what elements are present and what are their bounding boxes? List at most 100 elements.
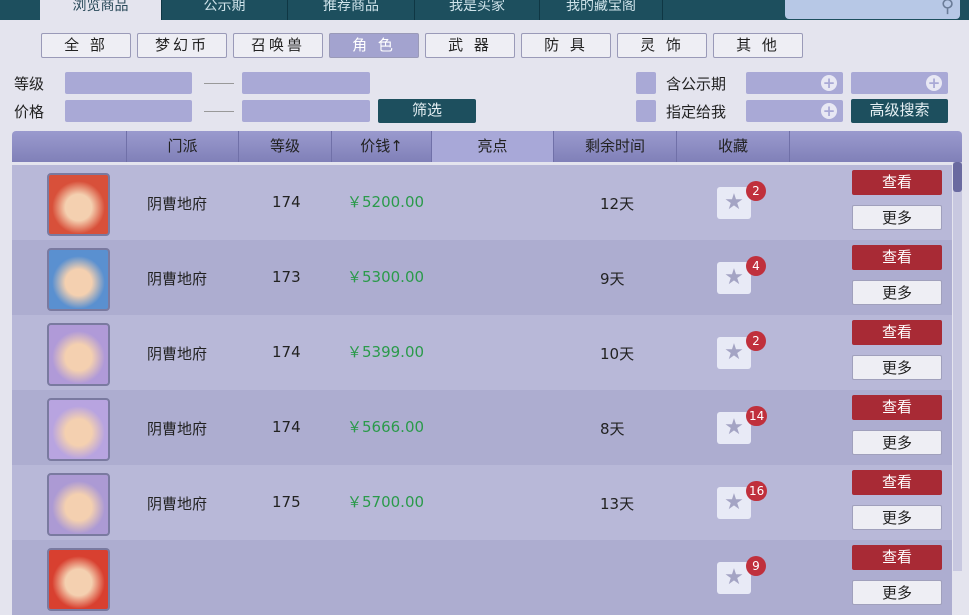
- level-max-input[interactable]: [242, 72, 370, 94]
- category-button-5[interactable]: 防 具: [521, 33, 611, 58]
- column-header-2[interactable]: 价钱↑: [331, 131, 431, 162]
- price-cell: ￥5700.00: [347, 493, 425, 511]
- tab-4[interactable]: 我的藏宝阁: [540, 0, 663, 20]
- column-header-0[interactable]: 门派: [126, 131, 238, 162]
- table-row[interactable]: ★ 9 查看 更多: [12, 540, 952, 615]
- character-avatar[interactable]: [47, 248, 110, 311]
- assigned-select[interactable]: +: [746, 100, 843, 122]
- price-cell: ￥5200.00: [347, 193, 425, 211]
- price-cell: ￥5300.00: [347, 268, 425, 286]
- tab-0[interactable]: 浏览商品: [40, 0, 162, 20]
- top-tab-bar: [0, 0, 969, 20]
- time-cell: 10天: [600, 345, 635, 363]
- tab-2[interactable]: 推荐商品: [288, 0, 415, 20]
- level-cell: 174: [272, 193, 301, 211]
- sect-cell: 阴曹地府: [147, 270, 208, 288]
- favorite-star-icon[interactable]: ★: [717, 412, 751, 444]
- column-header-4[interactable]: 剩余时间: [553, 131, 676, 162]
- category-button-4[interactable]: 武 器: [425, 33, 515, 58]
- table-row[interactable]: 阴曹地府 174 ￥5200.00 12天 ★ 2 查看更多: [12, 165, 952, 240]
- category-button-6[interactable]: 灵 饰: [617, 33, 707, 58]
- favorite-star-icon[interactable]: ★: [717, 262, 751, 294]
- column-header-1[interactable]: 等级: [238, 131, 331, 162]
- price-cell: ￥5666.00: [347, 418, 425, 436]
- category-button-2[interactable]: 召唤兽: [233, 33, 323, 58]
- search-box[interactable]: ⚲: [785, 0, 960, 19]
- character-avatar[interactable]: [47, 323, 110, 386]
- category-button-7[interactable]: 其 他: [713, 33, 803, 58]
- include-public-label: 含公示期: [666, 75, 727, 93]
- more-button[interactable]: 更多: [852, 580, 942, 605]
- view-button[interactable]: 查看: [852, 245, 942, 270]
- view-button[interactable]: 查看: [852, 320, 942, 345]
- time-cell: 12天: [600, 195, 635, 213]
- column-header-3[interactable]: 亮点: [431, 131, 553, 162]
- price-max-input[interactable]: [242, 100, 370, 122]
- table-row[interactable]: 阴曹地府 175 ￥5700.00 13天 ★ 16 查看更多: [12, 465, 952, 540]
- category-button-1[interactable]: 梦幻币: [137, 33, 227, 58]
- level-cell: 173: [272, 268, 301, 286]
- assigned-to-me-label: 指定给我: [666, 103, 727, 121]
- view-button[interactable]: 查看: [852, 470, 942, 495]
- favorite-star-icon[interactable]: ★: [717, 337, 751, 369]
- time-cell: 13天: [600, 495, 635, 513]
- more-button[interactable]: 更多: [852, 280, 942, 305]
- column-header-5[interactable]: 收藏: [676, 131, 789, 162]
- sect-cell: 阴曹地府: [147, 495, 208, 513]
- more-button[interactable]: 更多: [852, 505, 942, 530]
- table-row[interactable]: 阴曹地府 174 ￥5666.00 8天 ★ 14 查看更多: [12, 390, 952, 465]
- view-button[interactable]: 查看: [852, 545, 942, 570]
- tab-1[interactable]: 公示期: [162, 0, 288, 20]
- table-row[interactable]: 阴曹地府 173 ￥5300.00 9天 ★ 4 查看更多: [12, 240, 952, 315]
- divider: [204, 83, 234, 84]
- category-button-0[interactable]: 全 部: [41, 33, 131, 58]
- favorite-star-icon[interactable]: ★: [717, 487, 751, 519]
- plus-icon[interactable]: +: [821, 102, 837, 120]
- favorite-count-badge: 2: [746, 331, 766, 351]
- more-button[interactable]: 更多: [852, 430, 942, 455]
- divider: [204, 111, 234, 112]
- favorite-count-badge: 14: [746, 406, 768, 426]
- favorite-star-icon[interactable]: ★: [717, 187, 751, 219]
- public-select-1[interactable]: +: [746, 72, 843, 94]
- view-button[interactable]: 查看: [852, 170, 942, 195]
- more-button[interactable]: 更多: [852, 355, 942, 380]
- plus-icon[interactable]: +: [926, 74, 942, 92]
- price-label: 价格: [14, 103, 45, 121]
- table-header: 门派 等级 价钱↑ 亮点 剩余时间 收藏: [12, 131, 962, 162]
- level-cell: 175: [272, 493, 301, 511]
- filter-button[interactable]: 筛选: [378, 99, 476, 123]
- level-label: 等级: [14, 75, 45, 93]
- scrollbar-thumb[interactable]: [953, 162, 962, 192]
- more-button[interactable]: 更多: [852, 205, 942, 230]
- character-avatar[interactable]: [47, 548, 110, 611]
- favorite-count-badge: 9: [746, 556, 766, 576]
- character-avatar[interactable]: [47, 473, 110, 536]
- sect-cell: 阴曹地府: [147, 195, 208, 213]
- time-cell: 9天: [600, 270, 625, 288]
- favorite-count-badge: 2: [746, 181, 766, 201]
- price-min-input[interactable]: [65, 100, 192, 122]
- assigned-to-me-checkbox[interactable]: [636, 100, 656, 122]
- character-avatar[interactable]: [47, 398, 110, 461]
- sect-cell: 阴曹地府: [147, 420, 208, 438]
- search-icon[interactable]: ⚲: [940, 0, 954, 17]
- table-row[interactable]: 阴曹地府 174 ￥5399.00 10天 ★ 2 查看 更多: [12, 315, 952, 390]
- plus-icon[interactable]: +: [821, 74, 837, 92]
- tab-3[interactable]: 我是买家: [415, 0, 540, 20]
- time-cell: 8天: [600, 420, 625, 438]
- level-min-input[interactable]: [65, 72, 192, 94]
- include-public-checkbox[interactable]: [636, 72, 656, 94]
- category-button-3[interactable]: 角 色: [329, 33, 419, 58]
- advanced-search-button[interactable]: 高级搜索: [851, 99, 948, 123]
- price-cell: ￥5399.00: [347, 343, 425, 361]
- public-select-2[interactable]: +: [851, 72, 948, 94]
- header-spacer: [789, 131, 962, 162]
- favorite-count-badge: 16: [746, 481, 768, 501]
- level-cell: 174: [272, 418, 301, 436]
- favorite-count-badge: 4: [746, 256, 766, 276]
- character-avatar[interactable]: [47, 173, 110, 236]
- sect-cell: 阴曹地府: [147, 345, 208, 363]
- view-button[interactable]: 查看: [852, 395, 942, 420]
- scrollbar[interactable]: [953, 162, 962, 571]
